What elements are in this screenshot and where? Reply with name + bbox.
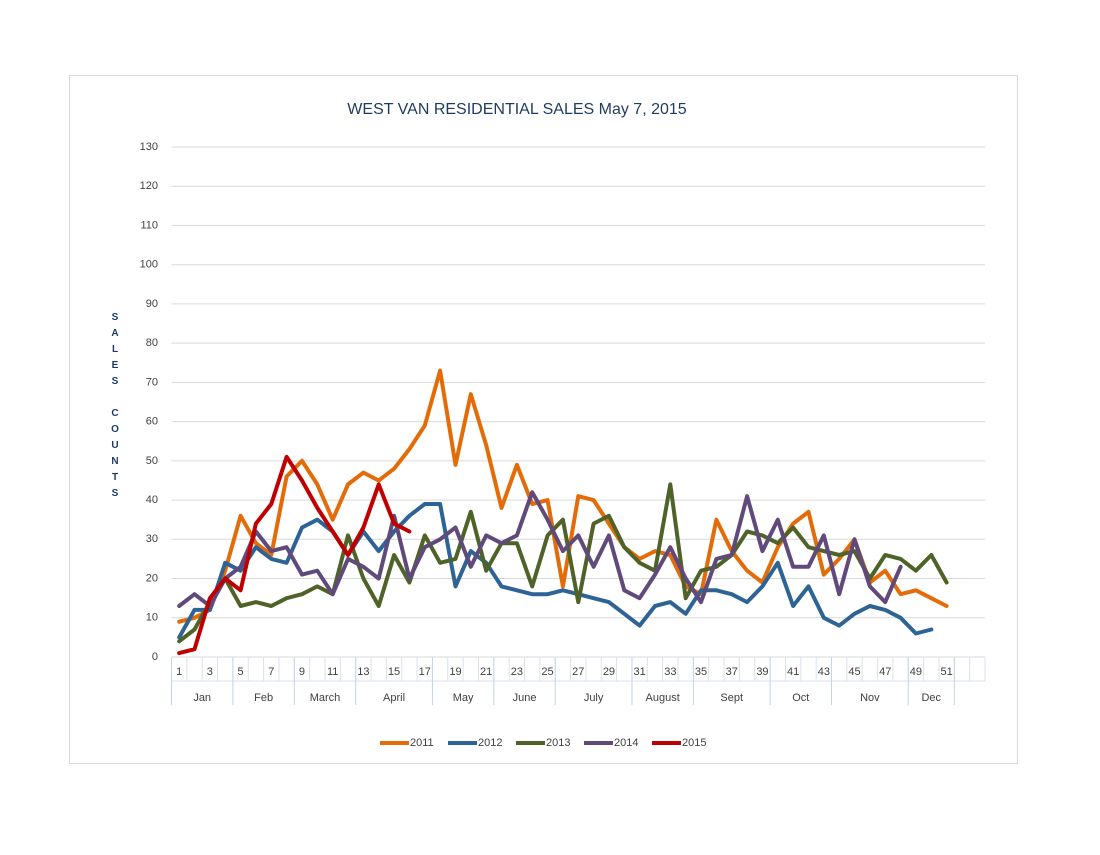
x-tick-label: 1 — [176, 666, 182, 678]
series-line — [177, 454, 412, 656]
x-tick-label: 27 — [572, 666, 584, 678]
y-tick-label: 10 — [146, 612, 158, 624]
month-label: Feb — [254, 692, 273, 704]
x-tick-label: 29 — [603, 666, 615, 678]
series-line — [177, 368, 949, 624]
month-label: Dec — [921, 692, 941, 704]
x-tick-label: 51 — [941, 666, 953, 678]
legend-label: 2012 — [478, 737, 502, 749]
x-tick-label: 41 — [787, 666, 799, 678]
series-line — [177, 490, 903, 608]
month-label: June — [513, 692, 537, 704]
x-tick-label: 17 — [419, 666, 431, 678]
y-tick-label: 90 — [146, 298, 158, 310]
legend-label: 2014 — [614, 737, 638, 749]
x-tick-label: 49 — [910, 666, 922, 678]
chart-title: WEST VAN RESIDENTIAL SALES May 7, 2015 — [347, 101, 686, 118]
y-axis-label: SALES COUNTS — [110, 312, 121, 504]
x-tick-label: 47 — [879, 666, 891, 678]
y-tick-label: 30 — [146, 533, 158, 545]
x-tick-label: 11 — [327, 666, 338, 678]
y-tick-label: 80 — [146, 337, 158, 349]
x-tick-label: 31 — [634, 666, 646, 678]
x-tick-label: 35 — [695, 666, 707, 678]
month-label: July — [584, 692, 604, 704]
x-tick-label: 33 — [664, 666, 676, 678]
y-tick-label: 130 — [140, 141, 158, 153]
x-tick-label: 15 — [388, 666, 400, 678]
month-label: August — [646, 692, 680, 704]
month-label: May — [453, 692, 474, 704]
legend-label: 2013 — [546, 737, 570, 749]
month-label: Sept — [720, 692, 743, 704]
x-tick-label: 19 — [449, 666, 461, 678]
month-label: March — [310, 692, 341, 704]
month-label: Nov — [860, 692, 880, 704]
x-tick-label: 13 — [357, 666, 369, 678]
month-label: Jan — [193, 692, 211, 704]
x-tick-label: 9 — [299, 666, 305, 678]
y-tick-label: 70 — [146, 376, 158, 388]
y-tick-label: 120 — [140, 180, 158, 192]
x-tick-label: 39 — [756, 666, 768, 678]
x-tick-label: 23 — [511, 666, 523, 678]
y-tick-label: 110 — [140, 219, 158, 231]
x-tick-label: 21 — [480, 666, 492, 678]
month-label: April — [383, 692, 405, 704]
y-tick-label: 50 — [146, 455, 158, 467]
x-tick-label: 37 — [726, 666, 738, 678]
x-tick-label: 3 — [207, 666, 213, 678]
legend-label: 2015 — [682, 737, 706, 749]
x-tick-label: 43 — [818, 666, 830, 678]
x-tick-label: 7 — [268, 666, 274, 678]
x-tick-label: 5 — [238, 666, 244, 678]
legend-label: 2011 — [410, 737, 434, 749]
month-label: Oct — [792, 692, 809, 704]
y-tick-label: 40 — [146, 494, 158, 506]
x-tick-label: 25 — [541, 666, 553, 678]
y-tick-label: 60 — [146, 416, 158, 428]
series-line — [177, 502, 934, 640]
y-tick-label: 100 — [140, 259, 158, 271]
x-tick-label: 45 — [848, 666, 860, 678]
chart-border — [69, 75, 1018, 764]
y-tick-label: 20 — [146, 572, 158, 584]
y-tick-label: 0 — [152, 651, 158, 663]
